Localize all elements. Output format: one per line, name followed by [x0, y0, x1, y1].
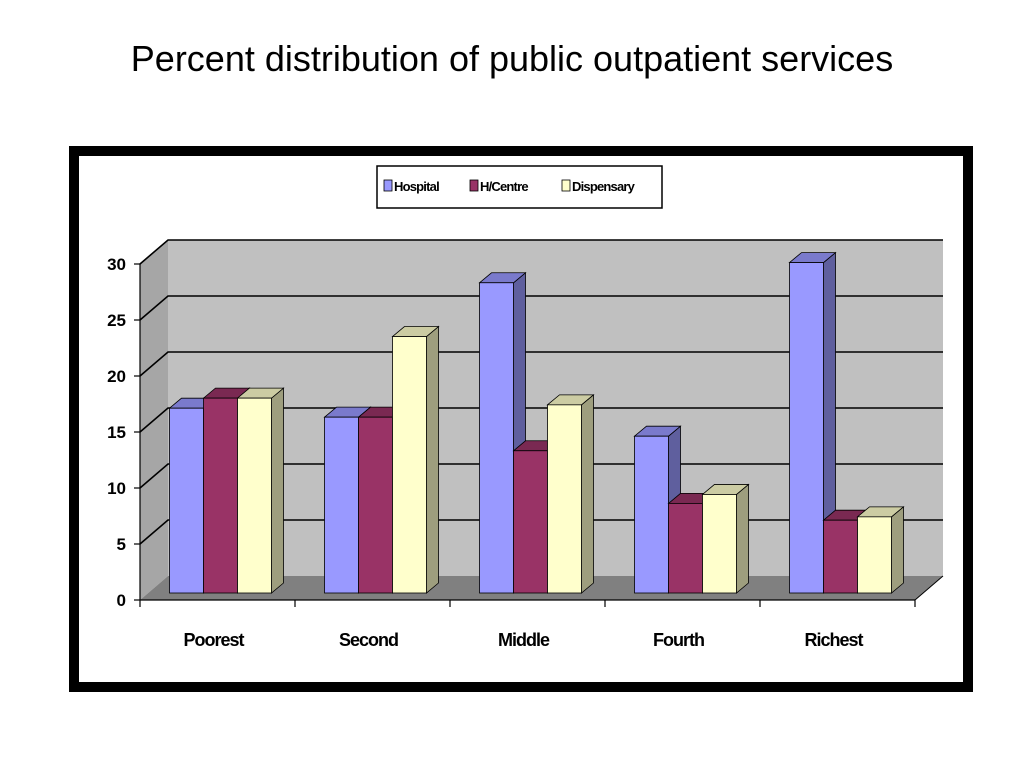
bar-front — [857, 516, 892, 594]
bar-front — [203, 397, 238, 594]
legend: Hospital H/Centre Dispensary — [376, 165, 663, 209]
legend-swatch — [383, 179, 393, 192]
y-tick-label: 10 — [107, 479, 126, 498]
legend-label: Dispensary — [572, 179, 636, 194]
bar-hospital-richest — [788, 251, 837, 594]
axes — [134, 263, 944, 607]
x-tick-labels: Poorest Second Middle Fourth Richest — [183, 630, 864, 650]
legend-swatch — [469, 179, 479, 192]
legend-swatch — [561, 179, 571, 192]
bar-dispensary-fourth — [701, 483, 750, 594]
gridline — [139, 463, 943, 489]
legend-label: Hospital — [394, 179, 439, 194]
bar-front — [392, 336, 427, 594]
x-tick-label: Richest — [804, 630, 863, 650]
y-tick-label: 15 — [107, 423, 126, 442]
bar-side — [891, 505, 904, 594]
bar-dispensary-richest — [856, 505, 905, 594]
y-tick-label: 30 — [107, 255, 126, 274]
x-tick-label: Second — [339, 630, 398, 650]
legend-box — [376, 165, 663, 209]
bar-dispensary-middle — [546, 393, 595, 594]
gridline — [139, 295, 943, 321]
bar-side — [736, 483, 749, 594]
gridline — [139, 351, 943, 377]
y-tick-label: 20 — [107, 367, 126, 386]
bar-dispensary-poorest — [236, 387, 285, 594]
bar-front — [358, 416, 393, 594]
bar-dispensary-second — [391, 325, 440, 594]
bar-front — [237, 397, 272, 594]
y-tick-label: 25 — [107, 311, 126, 330]
bar-front — [547, 404, 582, 594]
bar-front — [513, 450, 548, 594]
bar-front — [789, 262, 824, 594]
x-tick-label: Poorest — [183, 630, 244, 650]
floor-edge — [914, 575, 944, 601]
bar-side — [581, 393, 594, 594]
bar-front — [702, 494, 737, 594]
bar-side — [271, 387, 284, 594]
y-tick-labels: 0 5 10 15 20 25 30 — [107, 255, 126, 610]
bar-front — [324, 416, 359, 594]
gridline — [139, 407, 943, 433]
bar-front — [169, 407, 204, 594]
slide-title: Percent distribution of public outpatien… — [130, 38, 894, 79]
bar-front — [823, 519, 858, 594]
x-tick-label: Fourth — [653, 630, 704, 650]
legend-label: H/Centre — [480, 179, 528, 194]
y-tick-label: 5 — [117, 535, 126, 554]
bar-front — [668, 502, 703, 594]
gridline — [139, 239, 943, 265]
bars — [168, 251, 905, 594]
x-tick-label: Middle — [498, 630, 550, 650]
bar-front — [634, 435, 669, 594]
y-tick-label: 0 — [117, 591, 126, 610]
bar-side — [426, 325, 439, 594]
bar-front — [479, 282, 514, 594]
